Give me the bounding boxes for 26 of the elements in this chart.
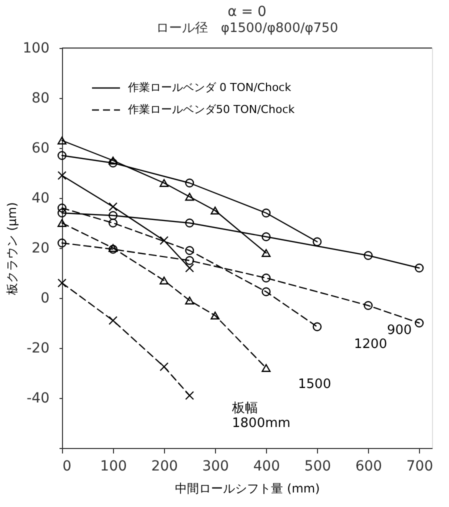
y-tick-label: 20 [32,240,50,256]
legend-label: 作業ロールベンダ 0 TON/Chock [127,81,292,94]
y-axis-title: 板クラウン (μm) [4,202,19,296]
annotation: 1500 [298,377,332,392]
y-tick-label: 60 [32,140,50,156]
x-tick-label: 100 [100,458,127,474]
legend-label: 作業ロールベンダ50 TON/Chock [127,103,296,116]
annotation: 900 [387,323,412,338]
chart-subtitle: ロール径 φ1500/φ800/φ750 [156,21,338,36]
x-tick-label: 200 [151,458,178,474]
annotation: 板幅 1800mm [231,401,290,431]
x-tick-label: 600 [355,458,382,474]
annotation: 1200 [354,337,388,352]
y-tick-label: -40 [26,390,50,406]
y-tick-label: 0 [40,290,50,306]
y-tick-label: -20 [26,340,50,356]
x-tick-label: 300 [202,458,229,474]
y-tick-label: 100 [22,40,50,56]
x-axis-title: 中間ロールシフト量 (mm) [175,482,320,496]
x-tick-label: 500 [304,458,332,474]
chart-title: α = 0 [228,4,266,20]
x-tick-label: 700 [406,458,434,474]
x-tick-label: 400 [253,458,280,474]
x-tick-label: 0 [62,458,72,474]
y-tick-label: 80 [32,90,50,106]
y-tick-label: 40 [32,190,50,206]
